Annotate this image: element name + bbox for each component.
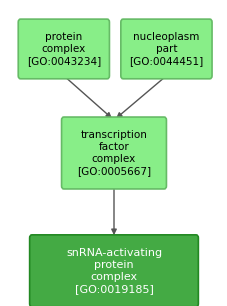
FancyBboxPatch shape (120, 19, 211, 79)
Text: transcription
factor
complex
[GO:0005667]: transcription factor complex [GO:0005667… (76, 130, 151, 176)
Text: protein
complex
[GO:0043234]: protein complex [GO:0043234] (27, 32, 101, 66)
FancyBboxPatch shape (61, 117, 166, 189)
Text: snRNA-activating
protein
complex
[GO:0019185]: snRNA-activating protein complex [GO:001… (66, 248, 161, 294)
Text: nucleoplasm
part
[GO:0044451]: nucleoplasm part [GO:0044451] (129, 32, 203, 66)
FancyBboxPatch shape (30, 235, 197, 306)
FancyBboxPatch shape (18, 19, 109, 79)
